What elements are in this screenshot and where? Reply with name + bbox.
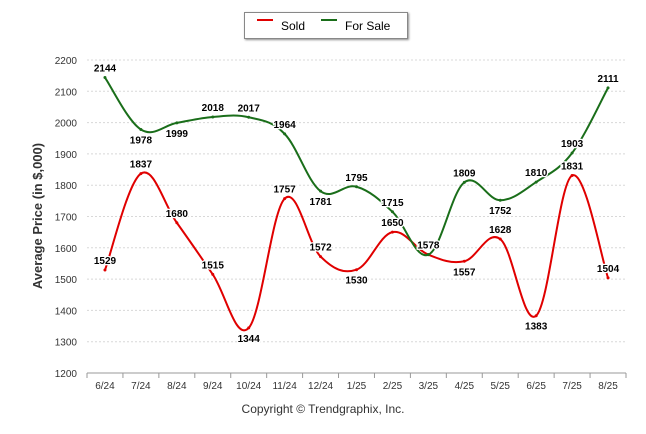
data-point: [283, 132, 287, 136]
legend-label-sold: Sold: [281, 19, 306, 33]
x-tick-label: 10/24: [236, 381, 261, 392]
x-tick-label: 1/25: [347, 381, 367, 392]
x-tick-label: 2/25: [383, 381, 403, 392]
data-label: 1504: [597, 264, 620, 275]
y-tick-label: 1400: [55, 306, 78, 317]
copyright-text: Copyright © Trendgraphix, Inc.: [241, 402, 405, 416]
data-point: [211, 115, 215, 119]
data-label: 1529: [94, 256, 117, 267]
data-label: 1903: [561, 139, 584, 150]
data-label: 1515: [202, 260, 225, 271]
data-label: 1572: [309, 243, 332, 254]
data-point: [390, 210, 394, 214]
x-tick-label: 8/25: [598, 381, 618, 392]
data-label: 1628: [489, 225, 512, 236]
axes: 1200 1300 1400 1500 1600 1700 1800 1900 2000 2100…: [55, 56, 627, 392]
data-point: [247, 326, 251, 330]
x-tick-label: 12/24: [308, 381, 333, 392]
x-tick-label: 7/24: [131, 381, 151, 392]
y-tick-label: 1500: [55, 275, 78, 286]
data-point: [247, 115, 251, 119]
data-label: 1715: [381, 198, 404, 209]
data-label: 1810: [525, 168, 548, 179]
x-tick-label: 5/25: [490, 381, 510, 392]
y-axis-label: Average Price (in $,000): [30, 143, 45, 289]
data-label: 1650: [381, 218, 404, 229]
y-tick-label: 1600: [55, 244, 78, 255]
y-tick-label: 1800: [55, 181, 78, 192]
data-point: [498, 198, 502, 202]
data-label: 2144: [94, 64, 117, 75]
y-tick-label: 2200: [55, 56, 78, 67]
y-tick-label: 1200: [55, 369, 78, 380]
y-tick-label: 2100: [55, 87, 78, 98]
data-label: 1964: [274, 120, 297, 131]
data-point: [175, 121, 179, 125]
data-point: [103, 76, 107, 80]
data-point: [319, 255, 323, 259]
data-point: [606, 86, 610, 90]
y-tick-label: 2000: [55, 119, 78, 130]
data-point: [319, 189, 323, 193]
y-tick-label: 1700: [55, 213, 78, 224]
data-point: [498, 237, 502, 241]
data-label: 2111: [597, 74, 619, 85]
x-tick-label: 3/25: [419, 381, 439, 392]
legend-swatch-for-sale: [321, 19, 337, 21]
x-tick-label: 7/25: [562, 381, 582, 392]
data-point: [570, 151, 574, 155]
data-label: 1578: [417, 241, 440, 252]
x-tick-label: 6/25: [526, 381, 546, 392]
data-point: [606, 276, 610, 280]
chart-legend: Sold For Sale: [244, 12, 408, 39]
data-point: [175, 221, 179, 225]
data-point: [139, 172, 143, 176]
data-label: 1978: [130, 135, 153, 146]
legend-swatch-sold: [257, 19, 273, 21]
data-label: 1557: [453, 267, 476, 278]
x-tick-label: 4/25: [455, 381, 475, 392]
data-point: [570, 173, 574, 177]
data-label: 1999: [166, 129, 189, 140]
data-point: [534, 180, 538, 184]
data-label: 1809: [453, 168, 476, 179]
data-point: [462, 259, 466, 263]
data-label: 1383: [525, 322, 548, 333]
data-point: [283, 197, 287, 201]
data-point: [139, 127, 143, 131]
data-point: [211, 272, 215, 276]
data-label: 1680: [166, 209, 189, 220]
data-point: [534, 314, 538, 318]
x-tick-label: 9/24: [203, 381, 223, 392]
data-point: [355, 185, 358, 189]
legend-label-for-sale: For Sale: [345, 19, 391, 33]
data-label: 1344: [238, 334, 261, 345]
data-label: 2017: [238, 103, 261, 114]
data-label: 1578: [417, 241, 440, 252]
data-labels: 1529 1837 1680 1515 1344 1757 1572 1530 1650 1578…: [93, 62, 621, 346]
data-label: 2018: [202, 103, 225, 114]
data-label: 1795: [345, 173, 368, 184]
data-label: 1831: [561, 161, 584, 172]
x-tick-label: 6/24: [95, 381, 115, 392]
data-label: 1837: [130, 160, 153, 171]
data-point: [462, 180, 466, 184]
data-label: 1530: [345, 276, 368, 287]
y-tick-label: 1900: [55, 150, 78, 161]
x-tick-label: 11/24: [272, 381, 297, 392]
data-point: [355, 268, 358, 272]
data-label: 1757: [274, 185, 297, 196]
y-tick-label: 1300: [55, 338, 78, 349]
data-label: 1752: [489, 206, 512, 217]
data-point: [426, 253, 430, 257]
x-tick-label: 8/24: [167, 381, 187, 392]
series-lines: [103, 76, 610, 332]
data-point: [103, 268, 107, 272]
data-point: [390, 230, 394, 234]
data-label: 1781: [309, 197, 332, 208]
